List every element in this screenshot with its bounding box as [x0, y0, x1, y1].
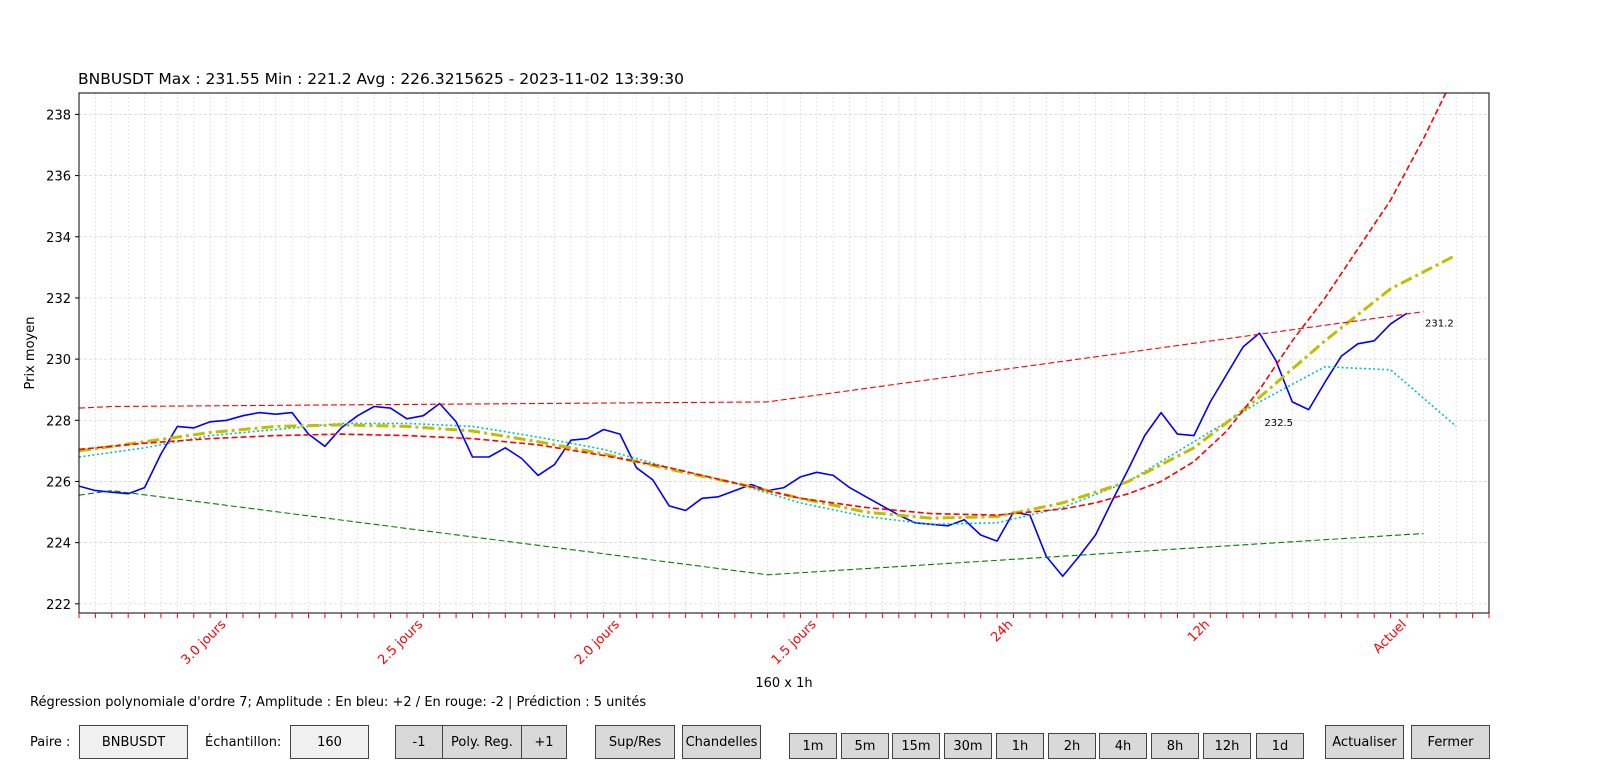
series-line-5	[79, 311, 1424, 409]
y-tick-label: 232	[46, 292, 71, 307]
series-line-1	[79, 312, 1408, 578]
y-tick-label: 230	[46, 353, 71, 368]
x-tick-label: 2.5 jours	[375, 617, 426, 668]
interval-button-8h[interactable]: 8h	[1151, 733, 1199, 759]
interval-button-1h[interactable]: 1h	[996, 733, 1044, 759]
y-tick-label: 234	[46, 231, 71, 246]
series-layer	[79, 93, 1457, 578]
interval-button-1m[interactable]: 1m	[789, 733, 837, 759]
interval-button-30m[interactable]: 30m	[944, 733, 992, 759]
refresh-button[interactable]: Actualiser	[1325, 725, 1404, 759]
y-tick-label: 226	[46, 475, 71, 490]
close-button[interactable]: Fermer	[1411, 725, 1490, 759]
sample-input[interactable]	[290, 725, 369, 759]
interval-button-2h[interactable]: 2h	[1048, 733, 1096, 759]
annotation-label: 231.2	[1425, 318, 1454, 329]
sample-label: Échantillon:	[205, 735, 282, 750]
poly-reg-button[interactable]: Poly. Reg.	[442, 725, 522, 759]
chart-title: BNBUSDT Max : 231.55 Min : 221.2 Avg : 2…	[78, 70, 684, 88]
x-axis-label: 160 x 1h	[755, 676, 812, 690]
x-tick-label: Actuel	[1370, 617, 1409, 656]
x-tick-label: 12h	[1185, 617, 1213, 645]
candles-button[interactable]: Chandelles	[682, 725, 761, 759]
interval-button-15m[interactable]: 15m	[892, 733, 940, 759]
y-axis-label: Prix moyen	[23, 317, 38, 390]
x-tick-label: 1.5 jours	[769, 617, 820, 668]
interval-button-4h[interactable]: 4h	[1099, 733, 1147, 759]
y-tick-label: 238	[46, 108, 71, 123]
y-tick-label: 222	[46, 598, 71, 613]
y-tick-label: 228	[46, 414, 71, 429]
sup-res-button[interactable]: Sup/Res	[595, 725, 675, 759]
grid	[78, 93, 1490, 613]
x-tick-label: 3.0 jours	[179, 617, 230, 668]
series-line-6	[79, 490, 1424, 576]
interval-button-1d[interactable]: 1d	[1256, 733, 1304, 759]
decrement-order-button[interactable]: -1	[395, 725, 443, 759]
interval-button-12h[interactable]: 12h	[1203, 733, 1251, 759]
price-chart: BNBUSDT Max : 231.55 Min : 221.2 Avg : 2…	[23, 70, 1490, 690]
y-tick-label: 224	[46, 537, 71, 552]
series-line-4	[79, 93, 1447, 516]
interval-button-5m[interactable]: 5m	[841, 733, 889, 759]
y-axis: 222 224 226 228 230 232 234 236 238	[46, 108, 79, 613]
pair-input[interactable]	[79, 725, 188, 759]
pair-label: Paire :	[30, 735, 71, 750]
annotation-label: 232.5	[1264, 418, 1293, 429]
y-tick-label: 236	[46, 170, 71, 185]
regression-caption: Régression polynomiale d'ordre 7; Amplit…	[30, 695, 647, 710]
x-tick-label: 2.0 jours	[572, 617, 623, 668]
increment-order-button[interactable]: +1	[521, 725, 567, 759]
x-axis: 3.0 jours 2.5 jours 2.0 jours 1.5 jours 24h 1…	[78, 613, 1490, 668]
annotations: 231.2 232.5	[1264, 318, 1453, 428]
x-tick-label: 24h	[988, 617, 1016, 645]
